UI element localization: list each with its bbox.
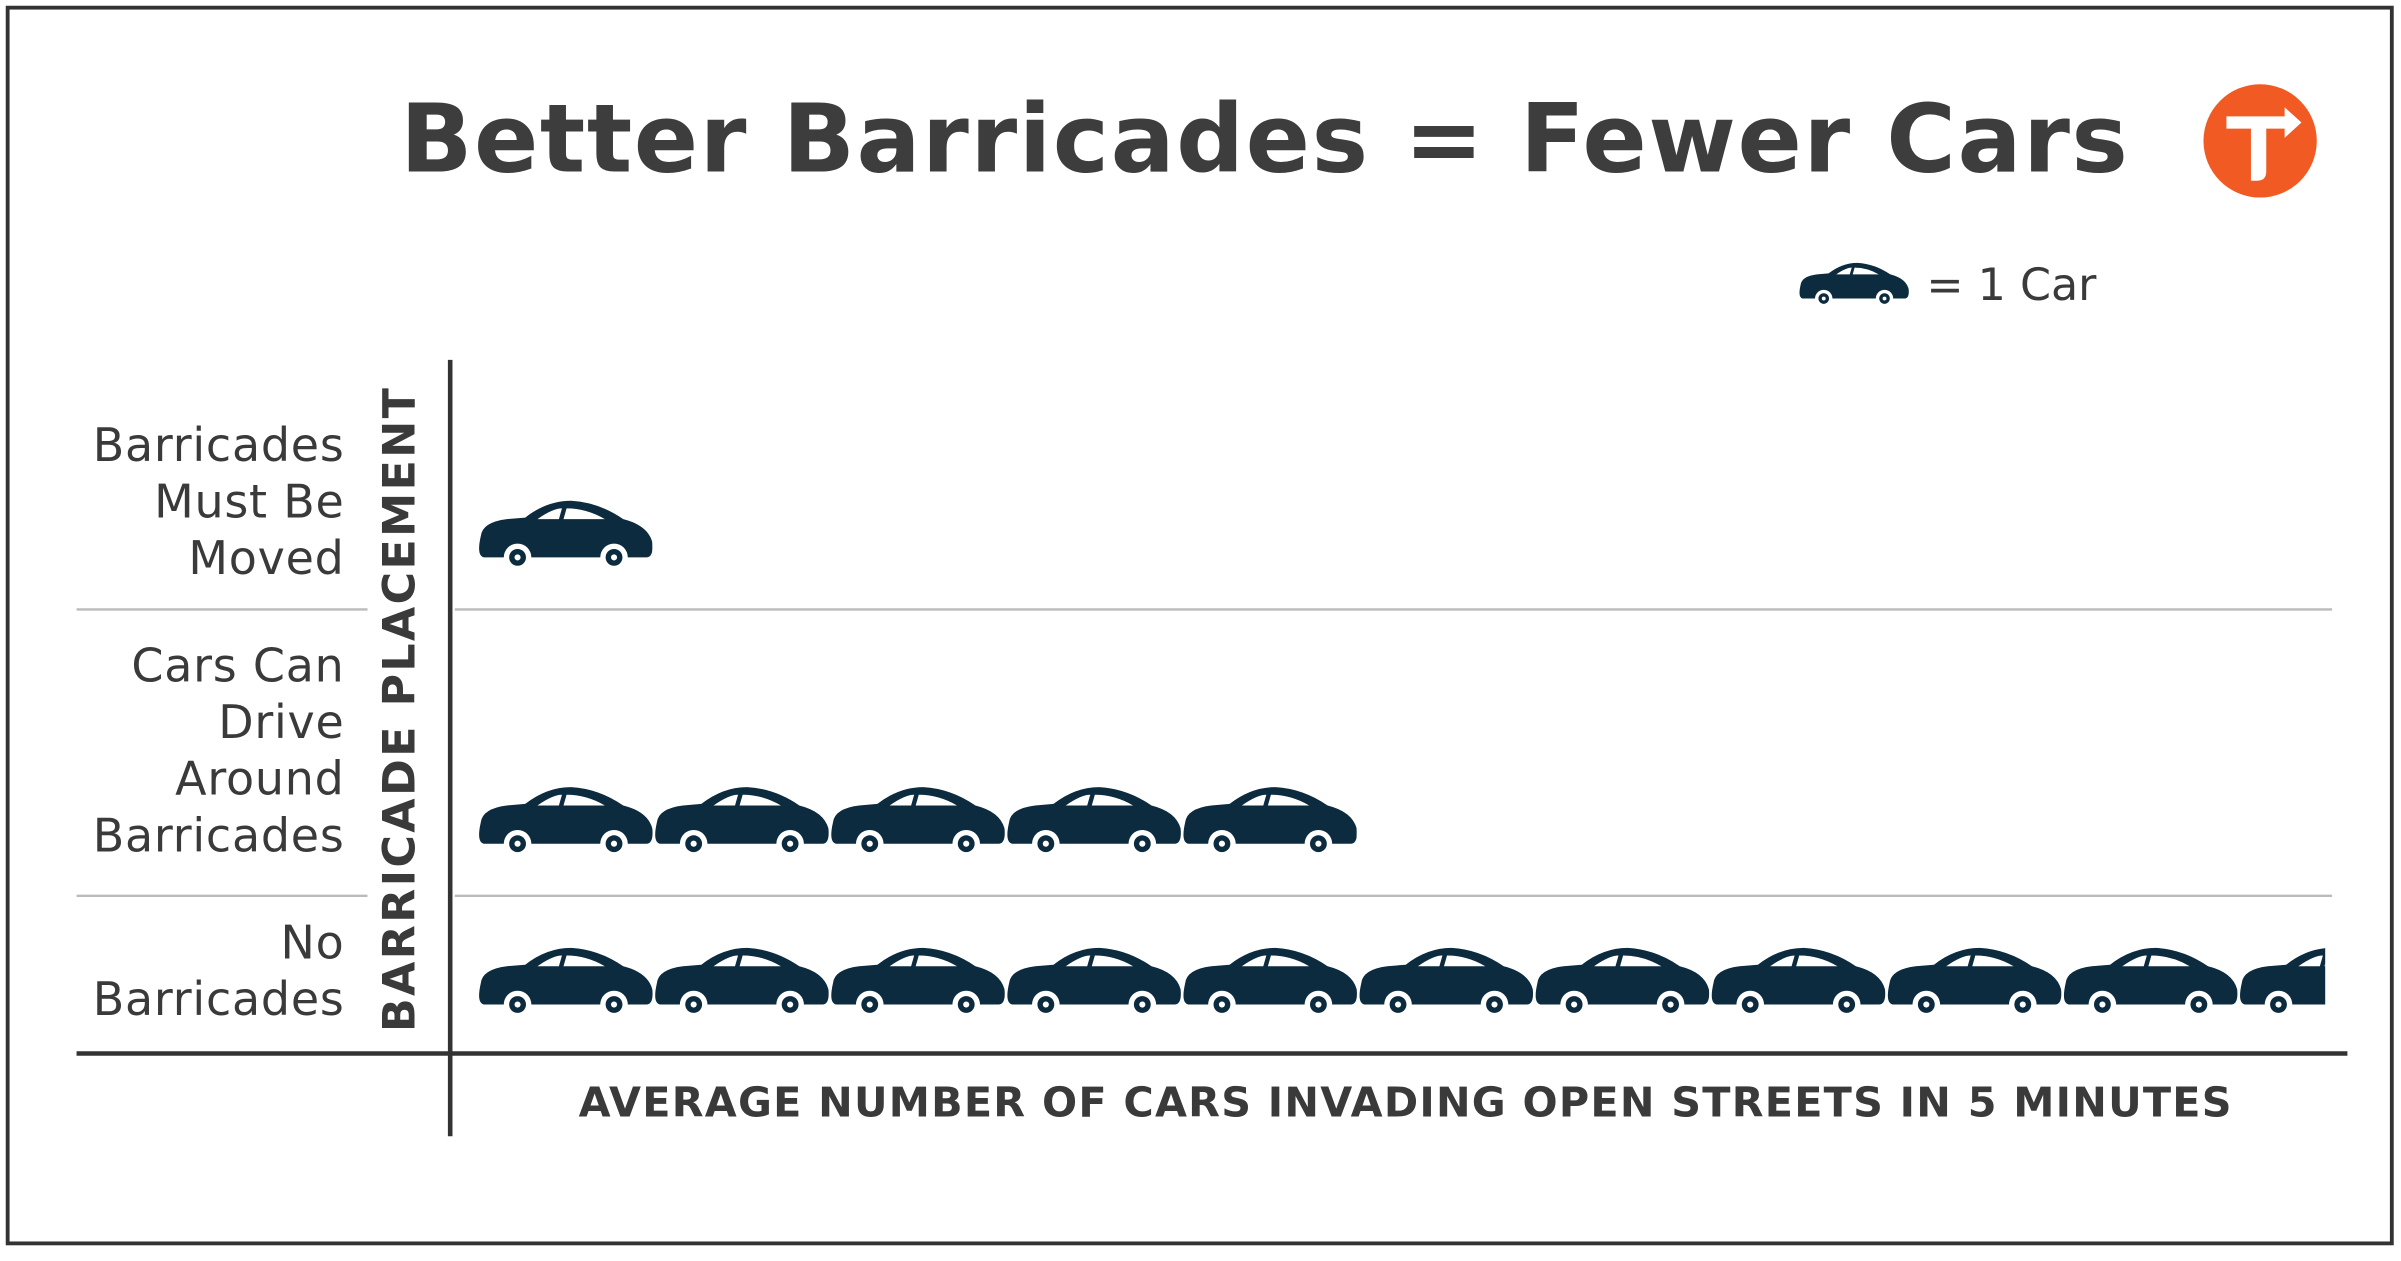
car-icon (655, 947, 829, 1019)
category-label: Barricades Must Be Moved (92, 418, 345, 586)
logo (2203, 84, 2317, 198)
car-row (479, 787, 1357, 858)
legend-icon (1799, 262, 1909, 308)
y-axis-title: BARRICADE PLACEMENT (375, 386, 426, 1032)
car-icon (1007, 947, 1181, 1019)
car-icon (1535, 947, 1710, 1019)
car-icon (2240, 947, 2326, 1019)
car-icon (1183, 787, 1357, 858)
car-icon (1183, 947, 1357, 1019)
car-icon (479, 500, 653, 572)
car-icon (479, 947, 653, 1019)
car-row (479, 500, 653, 572)
car-icon (1359, 947, 1534, 1019)
car-icon (831, 947, 1005, 1019)
category-label-box: No Barricades (92, 917, 345, 1028)
category-label: Cars Can Drive Around Barricades (92, 640, 345, 864)
category-label: No Barricades (92, 917, 345, 1028)
car-icon (479, 787, 653, 858)
car-icon (1711, 947, 1886, 1019)
car-icon (1887, 947, 2062, 1019)
car-icon (1007, 787, 1181, 858)
frame (5, 5, 2394, 1246)
legend-label: = 1 Car (1926, 260, 2097, 311)
category-label-box: Barricades Must Be Moved (92, 418, 345, 586)
car-icon (831, 787, 1005, 858)
car-icon (655, 787, 829, 858)
x-axis-title: AVERAGE NUMBER OF CARS INVADING OPEN STR… (579, 1079, 2233, 1127)
category-label-box: Cars Can Drive Around Barricades (92, 640, 345, 864)
car-icon (2063, 947, 2238, 1019)
chart-title: Better Barricades = Fewer Cars (400, 84, 2129, 194)
car-row (479, 947, 2326, 1019)
